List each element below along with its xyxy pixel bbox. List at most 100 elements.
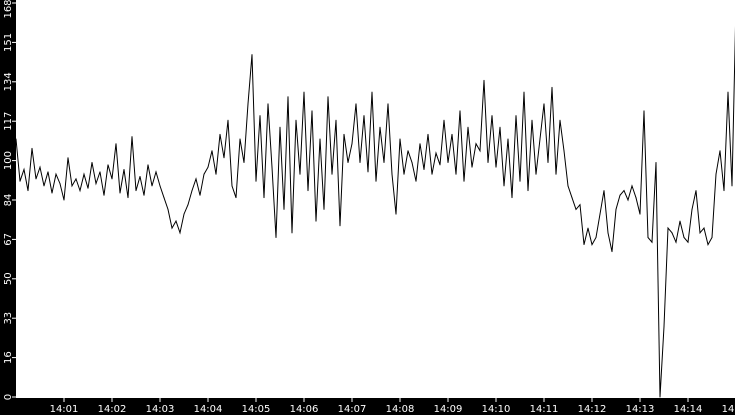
data-point [195, 178, 197, 180]
data-point [375, 180, 377, 182]
data-point [215, 173, 217, 175]
data-point [491, 115, 493, 117]
data-point [547, 161, 549, 163]
data-point [303, 91, 305, 93]
data-point [107, 164, 109, 166]
data-point [287, 96, 289, 98]
x-tick-label: 14:04 [194, 404, 223, 415]
data-point [67, 157, 69, 159]
data-point [219, 133, 221, 135]
data-point [523, 91, 525, 93]
data-point [103, 194, 105, 196]
data-point [423, 169, 425, 171]
data-point [39, 166, 41, 168]
data-point [95, 183, 97, 185]
data-point [511, 197, 513, 199]
data-point [583, 244, 585, 246]
data-point [135, 190, 137, 192]
data-point [335, 119, 337, 121]
data-point [311, 110, 313, 112]
data-point [347, 161, 349, 163]
data-point [323, 208, 325, 210]
data-point [199, 194, 201, 196]
data-point [727, 91, 729, 93]
data-point [383, 161, 385, 163]
data-point [183, 213, 185, 215]
data-point [367, 171, 369, 173]
data-point [479, 150, 481, 152]
data-point [571, 197, 573, 199]
data-point [15, 138, 17, 140]
data-point [663, 326, 665, 328]
data-point [151, 185, 153, 187]
y-tick-label: 16 [3, 351, 14, 364]
data-point [615, 208, 617, 210]
y-tick-label: 84 [3, 194, 14, 207]
data-point [331, 173, 333, 175]
data-point [343, 133, 345, 135]
data-point [255, 180, 257, 182]
data-point [427, 133, 429, 135]
data-point [51, 192, 53, 194]
data-point [591, 244, 593, 246]
data-point [411, 161, 413, 163]
data-point [595, 237, 597, 239]
data-point [679, 220, 681, 222]
data-point [179, 232, 181, 234]
data-point [719, 150, 721, 152]
data-point [699, 232, 701, 234]
x-tick-label: 14:01 [50, 404, 79, 415]
data-point [155, 171, 157, 173]
data-point [131, 136, 133, 138]
data-point [635, 197, 637, 199]
data-point [71, 185, 73, 187]
data-point [715, 173, 717, 175]
data-point [191, 190, 193, 192]
y-tick-label: 168 [3, 0, 14, 19]
x-tick-label: 14:15 [722, 404, 735, 415]
data-point [507, 138, 509, 140]
data-point [359, 161, 361, 163]
data-point [31, 147, 33, 149]
data-point [519, 180, 521, 182]
x-tick-label: 14:03 [146, 404, 175, 415]
data-point [419, 143, 421, 145]
data-point [171, 227, 173, 229]
data-point [515, 115, 517, 117]
data-point [147, 164, 149, 166]
data-point [143, 194, 145, 196]
data-point [35, 178, 37, 180]
data-point [647, 237, 649, 239]
data-point [371, 91, 373, 93]
data-point [307, 190, 309, 192]
data-point [351, 143, 353, 145]
data-point [139, 176, 141, 178]
data-point [471, 166, 473, 168]
data-point [447, 161, 449, 163]
x-tick-label: 14:12 [578, 404, 607, 415]
data-point [723, 190, 725, 192]
data-point [395, 213, 397, 215]
data-point [79, 190, 81, 192]
data-point [463, 180, 465, 182]
data-point [55, 173, 57, 175]
data-point [643, 110, 645, 112]
data-point [391, 173, 393, 175]
data-point [667, 227, 669, 229]
data-point [355, 103, 357, 105]
data-point [551, 86, 553, 88]
data-point [111, 178, 113, 180]
x-tick-label: 14:06 [290, 404, 319, 415]
data-point [531, 119, 533, 121]
data-point [407, 150, 409, 152]
x-tick-label: 14:14 [674, 404, 703, 415]
data-point [627, 199, 629, 201]
data-point [691, 208, 693, 210]
data-point [623, 190, 625, 192]
data-point [503, 185, 505, 187]
data-point [163, 197, 165, 199]
x-tick-label: 14:13 [626, 404, 655, 415]
data-point [263, 197, 265, 199]
data-point [527, 190, 529, 192]
x-tick-label: 14:10 [482, 404, 511, 415]
